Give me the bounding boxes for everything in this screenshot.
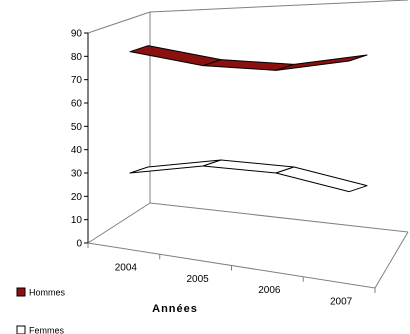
- y-tick-label: 0: [76, 239, 82, 250]
- chart-frame: [87, 0, 409, 289]
- series-hommes: [129, 45, 368, 71]
- y-tick-label: 50: [71, 122, 83, 133]
- series-segment: [275, 54, 368, 71]
- floor-right-edge: [374, 231, 409, 289]
- plot-area: [129, 45, 368, 193]
- series-segment: [275, 166, 368, 193]
- x-tick-label: 2004: [115, 263, 138, 274]
- x-axis: 2004 2005 2006 2007: [87, 243, 376, 307]
- y-tick-label: 90: [71, 29, 83, 40]
- floor-back-edge: [149, 202, 409, 233]
- x-tick-label: 2006: [258, 285, 281, 296]
- y-tick-label: 10: [71, 215, 83, 226]
- x-axis-title: Années: [152, 303, 198, 315]
- y-tick-label: 30: [71, 169, 83, 180]
- y-tick-label: 70: [71, 75, 83, 86]
- y-axis: 0 10 20 30 40 50 60 70 80 90: [71, 29, 88, 250]
- series-segment: [129, 45, 222, 67]
- y-tick-label: 60: [71, 99, 83, 110]
- y-tick-label: 20: [71, 192, 83, 203]
- legend-swatch: [16, 287, 26, 297]
- floor-left-edge: [87, 202, 151, 244]
- legend-label: Femmes: [29, 326, 65, 334]
- y-tick-label: 40: [71, 145, 83, 156]
- series-femmes: [129, 159, 368, 193]
- y-tick-label: 80: [71, 52, 83, 63]
- legend-swatch: [16, 325, 26, 334]
- back-wall-top-edge: [149, 0, 409, 13]
- legend: Hommes Femmes: [16, 287, 66, 334]
- x-tick-label: 2007: [330, 296, 353, 307]
- x-tick-label: 2005: [187, 274, 210, 285]
- legend-label: Hommes: [29, 288, 66, 298]
- left-wall-top-edge: [87, 11, 151, 34]
